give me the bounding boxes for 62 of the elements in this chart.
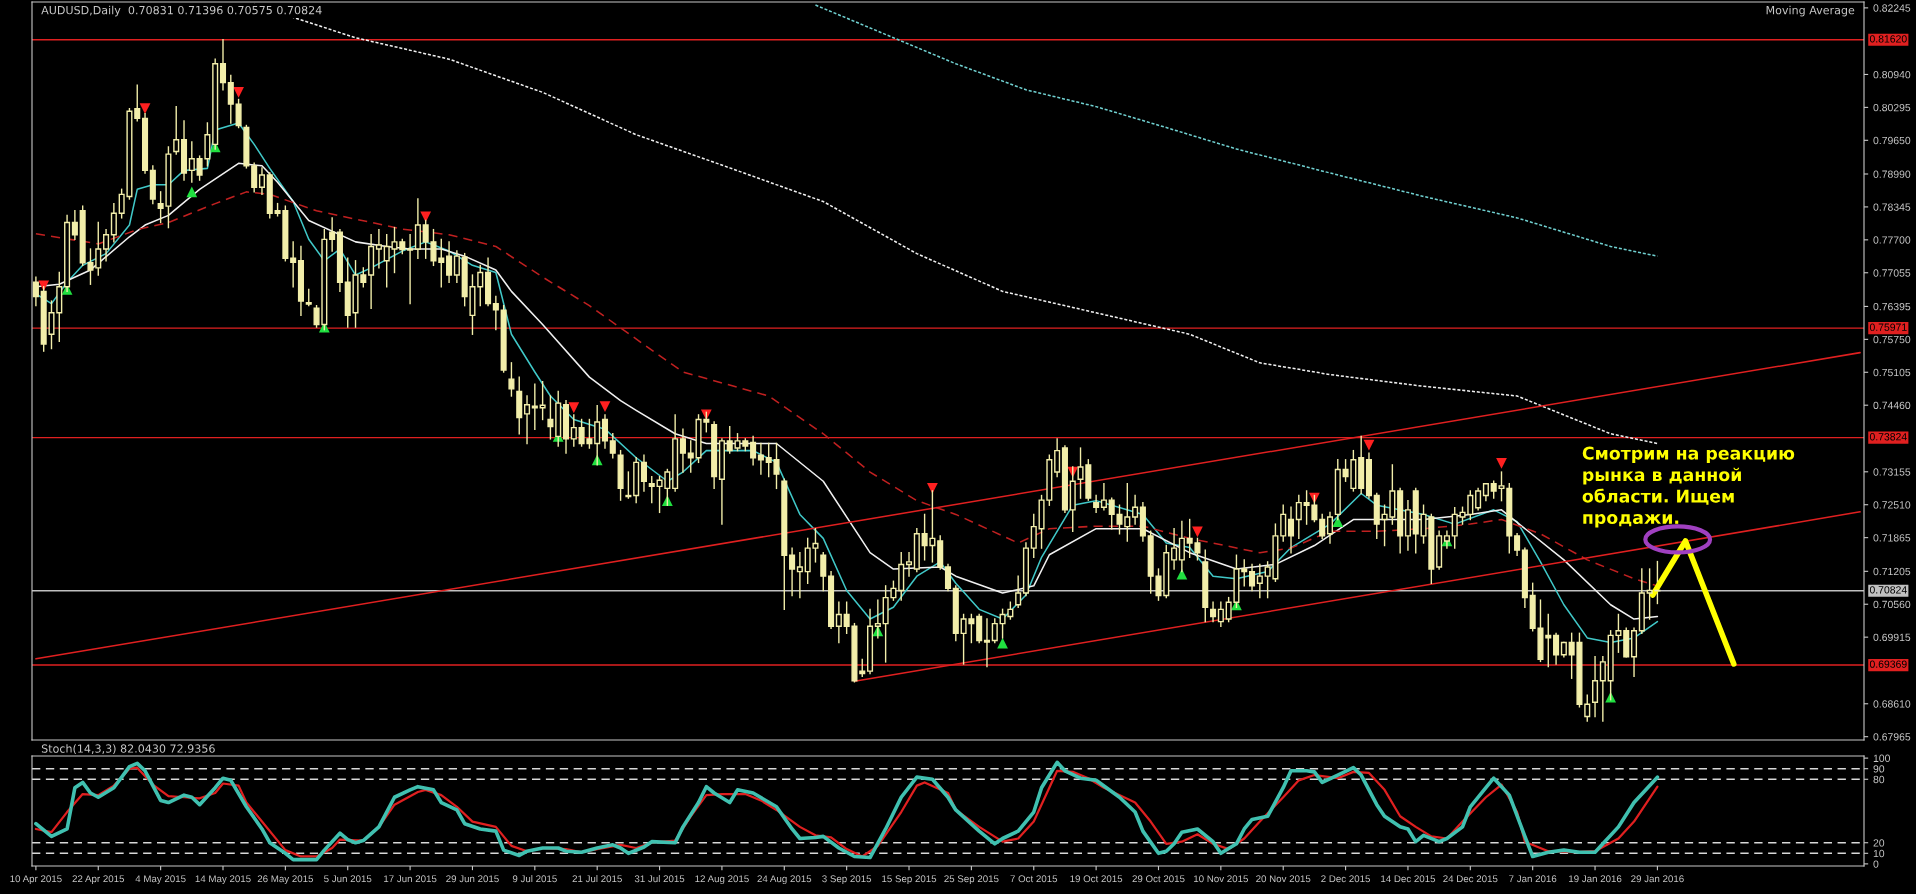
y-tick-label: 0 <box>1873 860 1879 868</box>
ref-line-label: 0.81620 <box>1869 35 1907 43</box>
x-tick-label: 24 Aug 2015 <box>757 875 812 885</box>
y-tick-label: 0.70560 <box>1873 600 1911 609</box>
x-tick-label: 24 Dec 2015 <box>1443 875 1498 883</box>
x-tick-label: 19 Jan 2016 <box>1569 875 1622 883</box>
x-tick-label: 29 Jan 2016 <box>1631 875 1684 883</box>
x-tick-label: 7 Oct 2015 <box>1010 875 1058 883</box>
x-tick-label: 19 Oct 2015 <box>1070 875 1123 883</box>
y-tick-label: 0.72510 <box>1873 501 1911 509</box>
y-tick-label: 0.71865 <box>1873 534 1911 542</box>
x-tick-label: 10 Nov 2015 <box>1194 875 1249 883</box>
x-tick-label: 17 Jun 2015 <box>384 875 437 883</box>
x-tick-label: 5 Jun 2015 <box>324 875 372 883</box>
y-tick-label: 0.75105 <box>1873 368 1911 377</box>
x-tick-label: 26 May 2015 <box>257 875 314 885</box>
ref-line-label: 0.73824 <box>1869 433 1907 441</box>
x-tick-label: 15 Sep 2015 <box>882 875 937 885</box>
x-tick-label: 10 Apr 2015 <box>10 875 62 885</box>
x-tick-label: 29 Oct 2015 <box>1132 875 1185 883</box>
y-tick-label: 90 <box>1873 765 1885 773</box>
chart-title: Stoch(14,3,3) 82.0430 72.9356 <box>41 744 215 755</box>
y-tick-label: 80 <box>1873 775 1885 784</box>
x-tick-label: 3 Sep 2015 <box>822 875 872 885</box>
x-tick-label: 22 Apr 2015 <box>72 875 125 885</box>
y-tick-label: 0.82245 <box>1873 4 1911 12</box>
ref-line-label: 0.75971 <box>1869 323 1907 331</box>
x-tick-label: 20 Nov 2015 <box>1256 875 1311 883</box>
chart-title: AUDUSD,Daily 0.70831 0.71396 0.70575 0.70824 <box>41 5 322 17</box>
x-tick-label: 14 Dec 2015 <box>1381 875 1436 883</box>
y-tick-label: 10 <box>1873 849 1885 858</box>
ref-line-label: 0.70824 <box>1869 586 1907 594</box>
y-tick-label: 20 <box>1873 839 1885 847</box>
x-tick-label: 14 May 2015 <box>195 875 251 885</box>
y-tick-label: 0.80940 <box>1873 70 1911 79</box>
x-tick-label: 4 May 2015 <box>135 875 186 885</box>
y-tick-label: 0.76395 <box>1873 302 1911 311</box>
y-tick-label: 0.74460 <box>1873 401 1911 410</box>
x-tick-label: 9 Jul 2015 <box>512 875 557 883</box>
x-tick-label: 12 Aug 2015 <box>695 875 749 885</box>
x-tick-label: 21 Jul 2015 <box>572 875 622 883</box>
y-tick-label: 0.78990 <box>1873 170 1911 178</box>
y-tick-label: 0.69915 <box>1873 633 1911 642</box>
x-tick-label: 25 Sep 2015 <box>944 875 999 885</box>
y-tick-label: 0.77055 <box>1873 269 1911 277</box>
ref-line-label: 0.69369 <box>1869 660 1907 668</box>
y-tick-label: 0.78345 <box>1873 203 1911 211</box>
y-tick-label: 0.77700 <box>1873 236 1911 244</box>
y-tick-label: 0.71205 <box>1873 567 1911 576</box>
y-tick-label: 0.68610 <box>1873 700 1911 708</box>
y-tick-label: 0.75750 <box>1873 335 1911 344</box>
y-tick-label: 0.80295 <box>1873 103 1911 112</box>
x-tick-label: 29 Jun 2015 <box>446 875 499 883</box>
x-tick-label: 7 Jan 2016 <box>1509 875 1557 883</box>
y-tick-label: 0.67965 <box>1873 733 1911 741</box>
y-tick-label: 0.73155 <box>1873 468 1911 476</box>
y-tick-label: 100 <box>1873 754 1890 762</box>
annotation: Moving Average <box>1766 5 1855 17</box>
x-tick-label: 31 Jul 2015 <box>634 875 685 883</box>
annotation: Смотрим на реакцию рынка в данной области. Ищем продажи. <box>1582 446 1795 528</box>
y-tick-label: 0.79650 <box>1873 136 1911 145</box>
x-tick-label: 2 Dec 2015 <box>1321 875 1371 883</box>
